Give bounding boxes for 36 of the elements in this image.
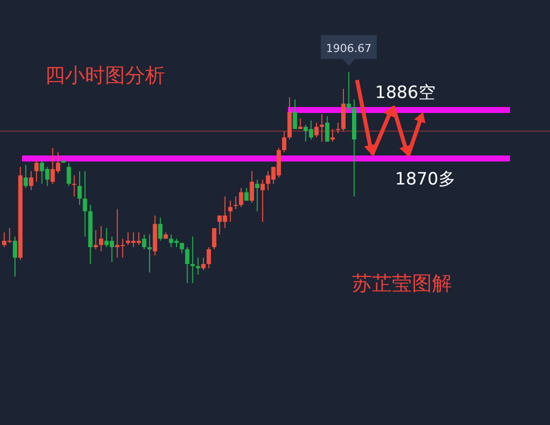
candlestick bbox=[77, 170, 82, 206]
annotation: 苏芷莹图解 bbox=[352, 271, 452, 295]
candlestick bbox=[255, 179, 260, 212]
candlestick bbox=[28, 170, 34, 191]
candlestick bbox=[336, 122, 340, 134]
candlestick bbox=[228, 200, 232, 222]
candlestick bbox=[72, 174, 76, 197]
candlestick bbox=[282, 130, 286, 153]
candlestick bbox=[185, 246, 190, 284]
candlestick bbox=[314, 122, 319, 138]
candlestick bbox=[320, 114, 324, 142]
chart-title: 四小时图分析 bbox=[45, 63, 165, 87]
candlestick bbox=[142, 234, 146, 250]
candlestick bbox=[24, 164, 28, 189]
candlestick bbox=[158, 217, 163, 242]
text: 1906.67 bbox=[326, 42, 372, 55]
candlestick bbox=[325, 116, 330, 142]
candlestick bbox=[94, 230, 98, 250]
candlestick bbox=[234, 196, 238, 210]
candlestick bbox=[34, 160, 39, 182]
candlestick bbox=[298, 118, 302, 130]
candlestick bbox=[250, 170, 254, 204]
candlestick bbox=[206, 246, 211, 269]
candlestick bbox=[260, 179, 265, 222]
candlestick bbox=[12, 236, 18, 278]
candlestick bbox=[292, 98, 298, 130]
candlestick bbox=[66, 162, 71, 186]
candlestick bbox=[212, 228, 216, 250]
candlestick bbox=[238, 188, 244, 208]
candlestick bbox=[330, 128, 335, 142]
candlestick bbox=[346, 72, 351, 110]
candlestick bbox=[98, 226, 104, 252]
ref-line-label: 1886空 bbox=[375, 82, 436, 103]
candlestick bbox=[190, 236, 195, 284]
ref-line-label: 1870多 bbox=[395, 170, 456, 190]
candlestick bbox=[82, 170, 88, 238]
